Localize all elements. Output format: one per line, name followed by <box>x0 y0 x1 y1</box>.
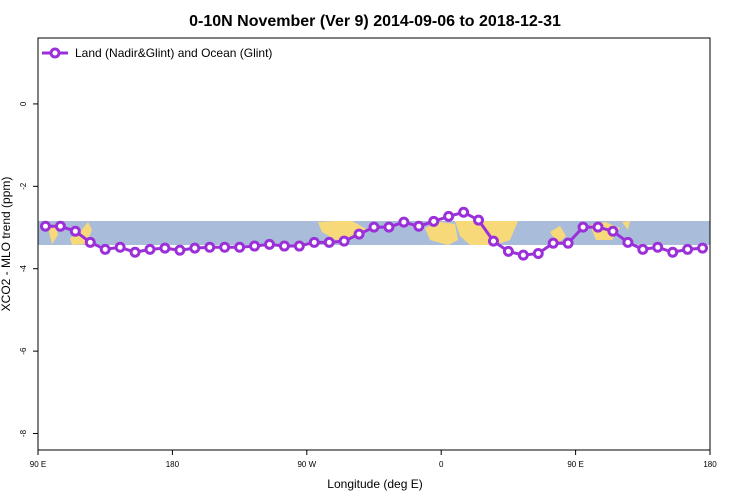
data-point <box>189 242 201 254</box>
y-tick-label: -4 <box>19 265 28 273</box>
y-axis-label: XCO2 - MLO trend (ppm) <box>0 177 13 312</box>
data-point <box>338 235 350 247</box>
data-point <box>547 237 559 249</box>
data-point <box>129 246 141 258</box>
data-point <box>458 206 470 218</box>
land <box>425 222 458 245</box>
data-point <box>682 243 694 255</box>
data-point <box>473 214 485 226</box>
y-tick-label: -2 <box>19 182 28 190</box>
y-tick-label: -6 <box>19 347 28 355</box>
x-tick-label: 180 <box>703 460 717 469</box>
data-point <box>353 228 365 240</box>
legend-label: Land (Nadir&Glint) and Ocean (Glint) <box>75 46 272 60</box>
data-point <box>368 221 380 233</box>
data-point <box>159 242 171 254</box>
data-point <box>204 241 216 253</box>
data-point <box>383 221 395 233</box>
data-point <box>293 240 305 252</box>
data-point <box>652 241 664 253</box>
data-point <box>413 220 425 232</box>
data-point <box>443 210 455 222</box>
data-point <box>219 241 231 253</box>
data-point <box>323 236 335 248</box>
data-point <box>84 236 96 248</box>
data-point <box>278 240 290 252</box>
data-point <box>249 240 261 252</box>
data-point <box>637 243 649 255</box>
data-point <box>562 237 574 249</box>
legend: Land (Nadir&Glint) and Ocean (Glint) <box>42 46 272 60</box>
land <box>622 221 630 230</box>
x-axis-label: Longitude (deg E) <box>327 477 422 491</box>
data-point <box>622 236 634 248</box>
data-point <box>39 220 51 232</box>
x-tick-label: 90 E <box>567 460 583 469</box>
data-point <box>398 216 410 228</box>
data-point <box>114 241 126 253</box>
data-point <box>54 220 66 232</box>
data-point <box>532 247 544 259</box>
chart-title: 0-10N November (Ver 9) 2014-09-06 to 201… <box>189 13 561 30</box>
data-point <box>428 215 440 227</box>
land <box>48 224 58 244</box>
x-tick-label: 90 W <box>297 460 316 469</box>
plot-frame <box>37 37 711 451</box>
data-point <box>502 245 514 257</box>
data-point <box>263 238 275 250</box>
data-point <box>234 241 246 253</box>
y-tick-label: 0 <box>19 101 28 106</box>
data-point <box>99 243 111 255</box>
x-tick-label: 90 E <box>30 460 46 469</box>
land <box>550 226 566 244</box>
data-point <box>577 221 589 233</box>
legend-marker <box>49 47 61 59</box>
data-point <box>487 235 499 247</box>
data-point <box>592 221 604 233</box>
x-tick-label: 0 <box>439 460 444 469</box>
x-tick-label: 180 <box>166 460 180 469</box>
data-point <box>697 242 709 254</box>
data-point <box>69 225 81 237</box>
data-point <box>174 244 186 256</box>
data-point <box>607 225 619 237</box>
data-point <box>144 243 156 255</box>
data-point <box>667 246 679 258</box>
data-point <box>517 249 529 261</box>
data-point <box>308 236 320 248</box>
y-tick-label: -8 <box>19 429 28 437</box>
